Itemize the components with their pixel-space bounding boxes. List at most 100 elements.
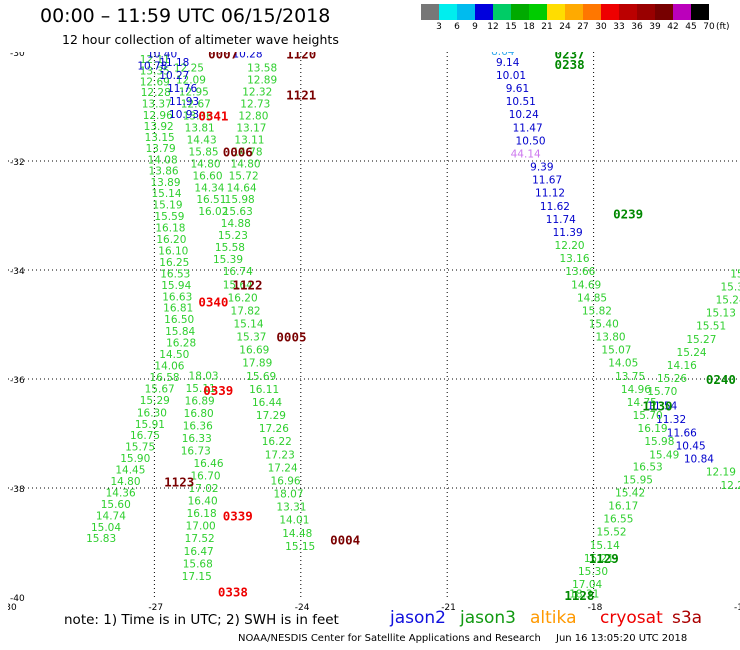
x-tick-label: -18 <box>588 603 603 612</box>
wave-height-label: 14.48 <box>282 528 312 540</box>
wave-height-label: 12.25 <box>174 62 204 74</box>
wave-height-label: 14.01 <box>279 515 309 527</box>
wave-height-label: 13.79 <box>146 143 176 155</box>
wave-height-label: 15.11 <box>186 383 216 395</box>
x-tick-label: -24 <box>295 603 310 612</box>
wave-height-label: 15.75 <box>125 442 155 454</box>
satellite-jason2: jason2 <box>390 608 446 628</box>
wave-height-label: 14.85 <box>577 292 607 304</box>
y-tick-label: -36 <box>10 376 25 386</box>
colorbar-label: 27 <box>577 22 589 32</box>
wave-height-label: 13.15 <box>145 132 175 144</box>
x-tick-label: -21 <box>441 603 456 612</box>
colorbar-label: 18 <box>523 22 535 32</box>
wave-height-label: 17.23 <box>265 449 295 461</box>
wave-height-label: 10.78 <box>137 61 167 73</box>
wave-height-label: 16.02 <box>198 206 228 218</box>
wave-height-label: 14.75 <box>627 397 657 409</box>
wave-height-label: 16.33 <box>182 433 212 445</box>
wave-height-label: 15.27 <box>686 334 716 346</box>
x-tick-label: -15 <box>734 603 740 612</box>
wave-height-label: 16.18 <box>187 508 217 520</box>
colorbar-swatch <box>601 4 619 20</box>
wave-height-label: 15.19 <box>152 200 182 212</box>
wave-height-label: 15.69 <box>246 371 276 383</box>
wave-height-label: 15.67 <box>145 383 175 395</box>
wave-height-label: 15.95 <box>623 474 653 486</box>
wave-height-label: 16.36 <box>183 420 213 432</box>
wave-height-label: 17.24 <box>268 462 298 474</box>
time-label: 1121 <box>286 88 316 103</box>
colorbar-label: 30 <box>595 22 607 32</box>
colorbar-label: 3 <box>436 22 442 32</box>
wave-height-label: 44.14 <box>511 148 541 160</box>
satellite-altika: altika <box>530 608 577 628</box>
wave-height-label: 16.53 <box>633 461 663 473</box>
wave-height-label: 15.70 <box>647 386 677 398</box>
colorbar-label: 12 <box>487 22 499 32</box>
wave-height-label: 10.40 <box>147 52 177 61</box>
y-tick-label: -34 <box>10 267 25 277</box>
y-tick-label: -32 <box>10 158 25 168</box>
wave-height-label: 14.80 <box>231 158 261 170</box>
wave-height-label: 13.11 <box>234 134 264 146</box>
wave-height-label: 16.74 <box>223 266 253 278</box>
wave-height-label: 10.84 <box>684 454 714 466</box>
wave-height-label: 17.82 <box>231 305 261 317</box>
colorbar-label: 33 <box>613 22 625 32</box>
wave-height-label: 16.22 <box>262 436 292 448</box>
colorbar-label: 42 <box>667 22 679 32</box>
wave-height-label: 15.85 <box>189 146 219 158</box>
wave-height-label: 16.51 <box>196 194 226 206</box>
wave-height-label: 14.34 <box>194 182 224 194</box>
wave-height-label: 16.40 <box>188 496 218 508</box>
wave-height-label: 10.50 <box>516 135 546 147</box>
chart-subtitle: 12 hour collection of altimeter wave hei… <box>62 32 339 47</box>
wave-height-label: 15.37 <box>236 332 266 344</box>
wave-height-label: 9.39 <box>530 162 553 174</box>
colorbar-label: 21 <box>541 22 553 32</box>
generated-timestamp: Jun 16 13:05:20 UTC 2018 <box>556 633 688 644</box>
wave-height-label: 12.96 <box>143 110 173 122</box>
colorbar-swatch <box>529 4 547 20</box>
colorbar-label: 36 <box>631 22 643 32</box>
time-label: 1128 <box>564 588 594 603</box>
wave-height-label: 15.58 <box>215 242 245 254</box>
wave-height-label: 15.60 <box>101 499 131 511</box>
wave-height-label: 15.90 <box>120 453 150 465</box>
satellite-jason3: jason3 <box>460 608 516 628</box>
wave-height-label: 10.51 <box>506 96 536 108</box>
wave-height-label: 16.80 <box>184 408 214 420</box>
colorbar-swatch <box>655 4 673 20</box>
wave-height-label: 15.42 <box>615 487 645 499</box>
wave-height-label: 13.81 <box>185 122 215 134</box>
chart-title: 00:00 – 11:59 UTC 06/15/2018 <box>40 5 331 27</box>
wave-height-label: 16.17 <box>608 501 638 513</box>
wave-height-label: 16.10 <box>158 245 188 257</box>
time-label: 1130 <box>642 398 672 413</box>
wave-height-label: 14.36 <box>106 487 136 499</box>
wave-height-label: 16.69 <box>239 345 269 357</box>
time-label: 0239 <box>613 206 643 221</box>
colorbar-swatch <box>475 4 493 20</box>
wave-height-label: 16.60 <box>192 170 222 182</box>
wave-height-label: 11.93 <box>169 96 199 108</box>
wave-height-label: 15.24 <box>716 295 740 307</box>
time-label: 0005 <box>276 330 306 345</box>
wave-height-label: 14.16 <box>667 360 697 372</box>
wave-height-label: 13.75 <box>615 371 645 383</box>
wave-height-label: 14.08 <box>148 154 178 166</box>
credit-line: NOAA/NESDIS Center for Satellite Applica… <box>238 633 541 644</box>
wave-height-label: 17.52 <box>185 533 215 545</box>
time-label: 0006 <box>223 144 253 159</box>
wave-height-label: 15.98 <box>644 436 674 448</box>
colorbar-swatch <box>691 4 709 20</box>
colorbar-label: 70 <box>703 22 715 32</box>
wave-height-label: 10.01 <box>496 70 526 82</box>
wave-height-label: 11.18 <box>159 57 189 69</box>
wave-height-label: 16.89 <box>185 395 215 407</box>
wave-height-label: 17.04 <box>572 579 602 591</box>
wave-height-label: 16.47 <box>184 546 214 558</box>
wave-height-label: 15.39 <box>213 254 243 266</box>
wave-height-label: 17.00 <box>186 521 216 533</box>
